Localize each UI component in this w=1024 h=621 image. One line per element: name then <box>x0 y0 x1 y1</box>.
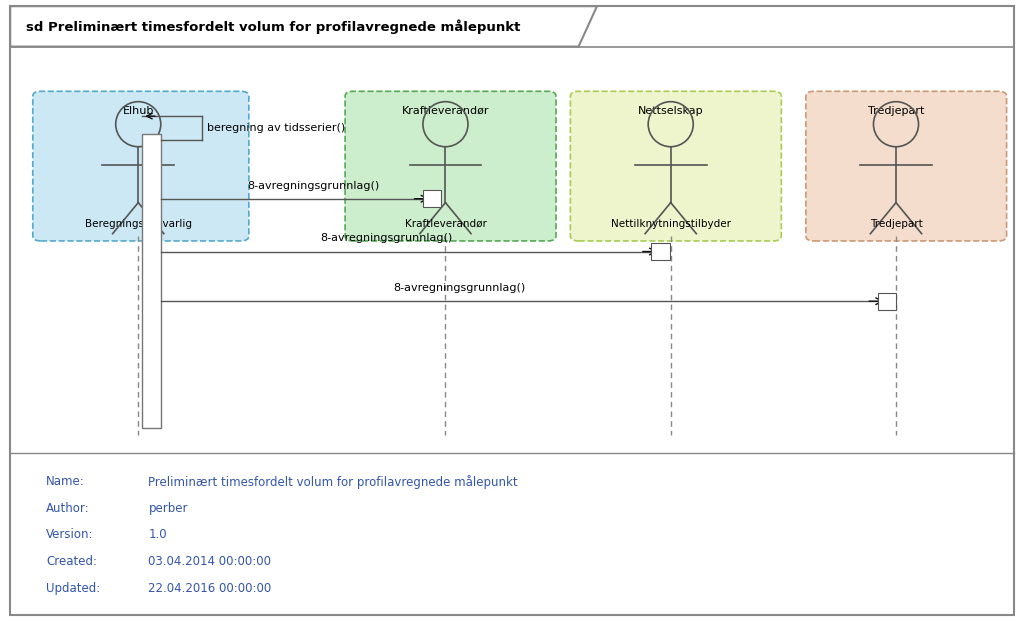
Text: Updated:: Updated: <box>46 582 100 595</box>
Text: Kraftleverandør: Kraftleverandør <box>404 219 486 229</box>
Text: Beregningsansvarlig: Beregningsansvarlig <box>85 219 191 229</box>
Text: 8-avregningsgrunnlag(): 8-avregningsgrunnlag() <box>393 283 525 293</box>
FancyBboxPatch shape <box>806 91 1007 241</box>
Bar <box>423 190 441 207</box>
Bar <box>142 134 161 428</box>
FancyBboxPatch shape <box>345 91 556 241</box>
Text: Name:: Name: <box>46 475 85 488</box>
Text: Tredjepart: Tredjepart <box>867 106 925 116</box>
Bar <box>651 243 670 260</box>
Text: perber: perber <box>148 502 188 515</box>
FancyBboxPatch shape <box>570 91 781 241</box>
Text: Author:: Author: <box>46 502 90 515</box>
Text: 8-avregningsgrunnlag(): 8-avregningsgrunnlag() <box>248 181 380 191</box>
Text: beregning av tidsserier(): beregning av tidsserier() <box>207 123 345 133</box>
Text: Created:: Created: <box>46 555 97 568</box>
Text: Nettselskap: Nettselskap <box>638 106 703 116</box>
Text: sd Preliminært timesfordelt volum for profilavregnede målepunkt: sd Preliminært timesfordelt volum for pr… <box>26 19 520 34</box>
Text: 1.0: 1.0 <box>148 528 167 542</box>
Text: Elhub: Elhub <box>123 106 154 116</box>
Text: Version:: Version: <box>46 528 93 542</box>
FancyBboxPatch shape <box>10 6 1014 615</box>
Text: Nettilknytningstilbyder: Nettilknytningstilbyder <box>610 219 731 229</box>
Text: Tredjepart: Tredjepart <box>869 219 923 229</box>
Text: 03.04.2014 00:00:00: 03.04.2014 00:00:00 <box>148 555 271 568</box>
Text: 22.04.2016 00:00:00: 22.04.2016 00:00:00 <box>148 582 271 595</box>
Bar <box>878 292 896 309</box>
Text: Kraftleverandør: Kraftleverandør <box>401 106 489 116</box>
Text: Preliminært timesfordelt volum for profilavregnede målepunkt: Preliminært timesfordelt volum for profi… <box>148 475 518 489</box>
Polygon shape <box>10 6 597 47</box>
FancyBboxPatch shape <box>33 91 249 241</box>
Text: 8-avregningsgrunnlag(): 8-avregningsgrunnlag() <box>321 233 453 243</box>
